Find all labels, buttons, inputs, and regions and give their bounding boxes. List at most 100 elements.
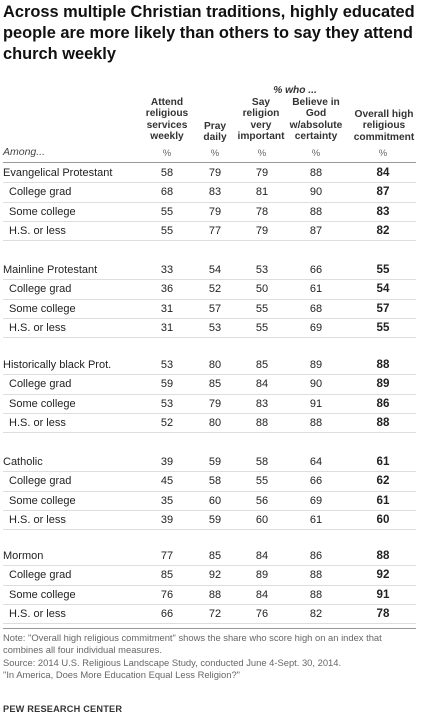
row-divider bbox=[3, 317, 416, 319]
table-subrow: College grad 85 92 89 88 92 bbox=[0, 566, 421, 584]
cell-value: 84 bbox=[255, 378, 269, 391]
cell-value: 36 bbox=[160, 283, 174, 296]
row-label: College grad bbox=[9, 475, 72, 488]
cell-value: 55 bbox=[255, 321, 269, 334]
row-divider bbox=[3, 220, 416, 222]
cell-value: 58 bbox=[208, 475, 222, 488]
table-group-row: Mormon 77 85 84 86 88 bbox=[0, 547, 421, 565]
cell-value: 39 bbox=[160, 456, 174, 468]
cell-value: 61 bbox=[309, 513, 323, 526]
cell-value: 69 bbox=[309, 321, 323, 334]
row-label: Catholic bbox=[3, 456, 43, 468]
cell-value: 88 bbox=[309, 588, 323, 601]
note: Note: "Overall high religious commitment… bbox=[3, 632, 382, 656]
table-subrow: Some college 53 79 83 91 86 bbox=[0, 395, 421, 413]
row-divider bbox=[3, 201, 416, 203]
cell-value: 88 bbox=[208, 588, 222, 601]
row-divider bbox=[3, 374, 416, 376]
cell-value: 61 bbox=[376, 455, 390, 468]
cell-value: 80 bbox=[208, 359, 222, 371]
cell-value: 68 bbox=[160, 186, 174, 199]
row-divider bbox=[3, 509, 416, 511]
cell-value: 55 bbox=[255, 302, 269, 315]
row-divider bbox=[3, 393, 416, 395]
unit-commitment: % bbox=[378, 148, 388, 159]
cell-value: 86 bbox=[309, 550, 323, 562]
cell-value: 59 bbox=[208, 456, 222, 468]
cell-value: 88 bbox=[309, 167, 323, 179]
row-label: Some college bbox=[9, 397, 76, 410]
cell-value: 79 bbox=[208, 205, 222, 218]
cell-value: 77 bbox=[208, 224, 222, 237]
col-header-important: Say religion very important bbox=[237, 97, 285, 143]
cell-value: 79 bbox=[208, 397, 222, 410]
cell-value: 88 bbox=[309, 205, 323, 218]
cell-value: 55 bbox=[376, 320, 390, 334]
cell-value: 45 bbox=[160, 475, 174, 488]
cell-value: 85 bbox=[255, 359, 269, 371]
cell-value: 53 bbox=[255, 264, 269, 276]
row-label: College grad bbox=[9, 378, 72, 391]
col-header-attend: Attend religious services weekly bbox=[145, 97, 189, 143]
cell-value: 59 bbox=[208, 513, 222, 526]
table-subrow: H.S. or less 52 80 88 88 88 bbox=[0, 414, 421, 432]
cell-value: 56 bbox=[255, 494, 269, 507]
col-header-pray: Pray daily bbox=[203, 121, 227, 144]
cell-value: 92 bbox=[376, 568, 390, 582]
report-title: "In America, Does More Education Equal L… bbox=[3, 669, 240, 680]
group-divider bbox=[3, 432, 416, 434]
row-label: College grad bbox=[9, 186, 72, 199]
cell-value: 88 bbox=[309, 569, 323, 582]
row-divider bbox=[3, 279, 416, 281]
cell-value: 53 bbox=[160, 397, 174, 410]
row-label: Evangelical Protestant bbox=[3, 167, 113, 179]
cell-value: 60 bbox=[255, 513, 269, 526]
cell-value: 88 bbox=[376, 358, 390, 371]
cell-value: 81 bbox=[255, 186, 269, 199]
row-label: H.S. or less bbox=[9, 224, 66, 237]
cell-value: 61 bbox=[376, 493, 390, 507]
brand: PEW RESEARCH CENTER bbox=[3, 704, 123, 714]
cell-value: 66 bbox=[160, 607, 174, 620]
cell-value: 59 bbox=[160, 378, 174, 391]
among-label: Among... bbox=[3, 146, 46, 158]
group-divider bbox=[3, 337, 416, 339]
table-subrow: Some college 55 79 78 88 83 bbox=[0, 203, 421, 221]
row-divider bbox=[3, 182, 416, 184]
cell-value: 31 bbox=[160, 321, 174, 334]
cell-value: 79 bbox=[255, 167, 269, 179]
cell-value: 54 bbox=[376, 282, 390, 296]
table-subrow: College grad 45 58 55 66 62 bbox=[0, 472, 421, 490]
cell-value: 52 bbox=[208, 283, 222, 296]
table-subrow: H.S. or less 55 77 79 87 82 bbox=[0, 222, 421, 240]
cell-value: 83 bbox=[255, 397, 269, 410]
cell-value: 66 bbox=[309, 475, 323, 488]
cell-value: 88 bbox=[309, 416, 323, 429]
cell-value: 60 bbox=[208, 494, 222, 507]
row-divider bbox=[3, 298, 416, 300]
table-group-row: Mainline Protestant 33 54 53 66 55 bbox=[0, 261, 421, 279]
row-divider bbox=[3, 490, 416, 492]
cell-value: 57 bbox=[376, 301, 390, 315]
cell-value: 90 bbox=[309, 378, 323, 391]
row-divider bbox=[3, 565, 416, 567]
table-subrow: H.S. or less 66 72 76 82 78 bbox=[0, 605, 421, 623]
cell-value: 79 bbox=[208, 167, 222, 179]
cell-value: 62 bbox=[376, 474, 390, 488]
header-divider bbox=[3, 162, 416, 163]
cell-value: 61 bbox=[309, 283, 323, 296]
table-group-row: Catholic 39 59 58 64 61 bbox=[0, 453, 421, 471]
row-label: Mainline Protestant bbox=[3, 264, 98, 276]
cell-value: 58 bbox=[160, 167, 174, 179]
cell-value: 78 bbox=[255, 205, 269, 218]
row-label: College grad bbox=[9, 569, 72, 582]
row-label: Some college bbox=[9, 494, 76, 507]
cell-value: 76 bbox=[255, 607, 269, 620]
cell-value: 83 bbox=[376, 204, 390, 218]
cell-value: 39 bbox=[160, 513, 174, 526]
row-divider bbox=[3, 603, 416, 605]
cell-value: 54 bbox=[208, 264, 222, 276]
table-subrow: College grad 59 85 84 90 89 bbox=[0, 375, 421, 393]
row-label: H.S. or less bbox=[9, 607, 66, 620]
cell-value: 69 bbox=[309, 494, 323, 507]
